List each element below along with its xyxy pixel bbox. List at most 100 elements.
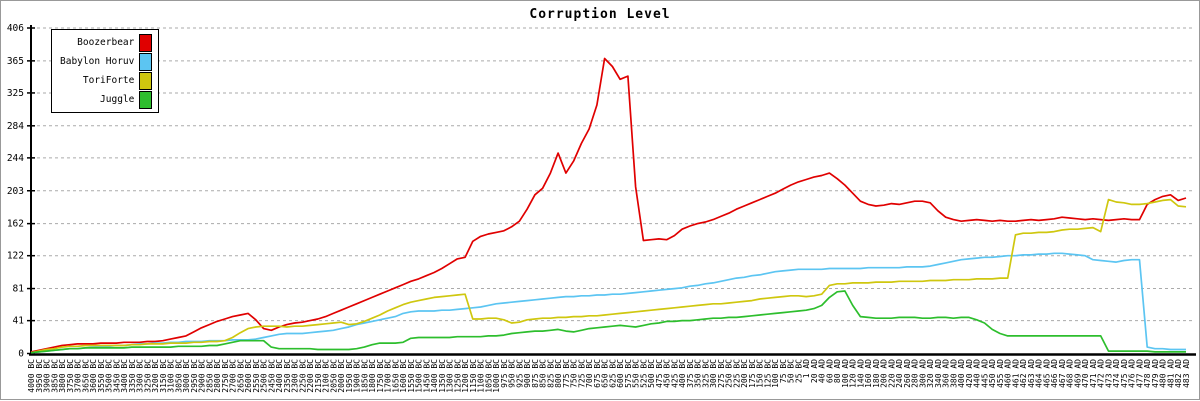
x-axis-label: 475 AD — [1120, 359, 1129, 388]
y-axis-label: 284 — [7, 121, 24, 132]
x-axis-label: 463 AD — [1027, 359, 1036, 388]
x-axis-label: 3600 BC — [89, 359, 98, 393]
x-axis-label: 75 BC — [779, 359, 788, 383]
x-axis-label: 2900 BC — [198, 359, 207, 393]
x-axis-label: 3000 BC — [182, 359, 191, 393]
y-axis-label: 0 — [18, 349, 24, 360]
x-axis-label: 575 BC — [624, 359, 633, 388]
legend-swatch — [139, 33, 153, 52]
x-axis-label: 4000 BC — [27, 359, 36, 393]
x-axis-label: 481 AD — [1166, 359, 1175, 388]
x-axis-label: 500 BC — [647, 359, 656, 388]
x-axis-label: 1800 BC — [368, 359, 377, 393]
x-axis-label: 440 AD — [973, 359, 982, 388]
legend-label: Babylon Horuv — [60, 56, 135, 67]
x-axis-label: 2450 BC — [267, 359, 276, 393]
x-axis-label: 478 AD — [1143, 359, 1152, 388]
x-axis-label: 1050 BC — [484, 359, 493, 393]
x-axis-label: 260 AD — [903, 359, 912, 388]
x-axis-label: 25 BC — [794, 359, 803, 383]
x-axis-label: 474 AD — [1112, 359, 1121, 388]
x-axis-label: 1000 BC — [492, 359, 501, 393]
x-axis-label: 250 BC — [725, 359, 734, 388]
x-axis-label: 450 BC — [663, 359, 672, 388]
x-axis-label: 750 BC — [570, 359, 579, 388]
x-axis-label: 300 AD — [918, 359, 927, 388]
x-axis-label: 150 BC — [756, 359, 765, 388]
x-axis-label: 60 AD — [825, 359, 834, 383]
x-axis-label: 2850 BC — [205, 359, 214, 393]
x-axis-label: 2750 BC — [221, 359, 230, 393]
x-axis-label: 3450 BC — [112, 359, 121, 393]
x-axis-label: 1850 BC — [360, 359, 369, 393]
x-axis-label: 1300 BC — [446, 359, 455, 393]
x-axis-label: 1150 BC — [469, 359, 478, 393]
x-axis-label: 3300 BC — [136, 359, 145, 393]
x-axis-label: 80 AD — [833, 359, 842, 383]
y-axis-label: 365 — [7, 56, 24, 67]
x-axis-label: 550 BC — [632, 359, 641, 388]
x-axis-label: 100 AD — [841, 359, 850, 388]
x-axis-label: 200 AD — [880, 359, 889, 388]
legend-label: Juggle — [100, 94, 135, 105]
chart-title: Corruption Level — [529, 7, 671, 22]
x-axis-label: 472 AD — [1097, 359, 1106, 388]
x-axis-label: 2650 BC — [236, 359, 245, 393]
y-axis-label: 81 — [13, 284, 25, 295]
legend-item-babylon-horuv: Babylon Horuv — [60, 52, 153, 71]
x-axis-label: 2800 BC — [213, 359, 222, 393]
legend-swatch — [139, 90, 153, 109]
x-axis-label: 525 BC — [639, 359, 648, 388]
x-axis-label: 475 BC — [655, 359, 664, 388]
x-axis-label: 462 AD — [1019, 359, 1028, 388]
x-axis-label: 1100 BC — [477, 359, 486, 393]
x-axis-label: 850 BC — [539, 359, 548, 388]
x-axis-label: 375 BC — [686, 359, 695, 388]
x-axis-label: 280 AD — [911, 359, 920, 388]
x-axis-label: 3650 BC — [81, 359, 90, 393]
x-axis-label: 1750 BC — [376, 359, 385, 393]
x-axis-label: 1400 BC — [430, 359, 439, 393]
x-axis-label: 975 BC — [500, 359, 509, 388]
x-axis-label: 482 AD — [1174, 359, 1183, 388]
x-axis-label: 675 BC — [593, 359, 602, 388]
x-axis-label: 1350 BC — [438, 359, 447, 393]
x-axis-label: 20 AD — [810, 359, 819, 383]
x-axis-label: 625 BC — [608, 359, 617, 388]
x-axis-label: 3800 BC — [58, 359, 67, 393]
x-axis-label: 2550 BC — [252, 359, 261, 393]
x-axis-label: 2100 BC — [322, 359, 331, 393]
x-axis-label: 1900 BC — [353, 359, 362, 393]
y-axis-label: 244 — [7, 153, 24, 164]
x-axis-label: 100 BC — [771, 359, 780, 388]
y-axis-label: 325 — [7, 88, 24, 99]
x-axis-label: 1 AD — [802, 359, 811, 378]
x-axis-label: 2300 BC — [291, 359, 300, 393]
x-axis-label: 3200 BC — [151, 359, 160, 393]
x-axis-label: 2400 BC — [275, 359, 284, 393]
x-axis-label: 3550 BC — [97, 359, 106, 393]
x-axis-label: 2700 BC — [229, 359, 238, 393]
y-axis-label: 162 — [7, 219, 24, 230]
x-axis-label: 825 BC — [546, 359, 555, 388]
x-axis-label: 480 AD — [1159, 359, 1168, 388]
x-axis-label: 471 AD — [1089, 359, 1098, 388]
x-axis-label: 3050 BC — [174, 359, 183, 393]
x-axis-label: 467 AD — [1058, 359, 1067, 388]
x-axis-label: 1450 BC — [422, 359, 431, 393]
x-axis-label: 465 AD — [1042, 359, 1051, 388]
x-axis-label: 775 BC — [562, 359, 571, 388]
y-axis-label: 203 — [7, 186, 24, 197]
x-axis-label: 300 BC — [709, 359, 718, 388]
x-axis-label: 340 AD — [934, 359, 943, 388]
x-axis-label: 3850 BC — [50, 359, 59, 393]
x-axis-label: 700 BC — [585, 359, 594, 388]
x-axis-label: 1650 BC — [391, 359, 400, 393]
x-axis-label: 320 AD — [926, 359, 935, 388]
x-axis-label: 3500 BC — [105, 359, 114, 393]
x-axis-label: 468 AD — [1066, 359, 1075, 388]
x-axis-label: 380 AD — [949, 359, 958, 388]
x-axis-label: 220 AD — [887, 359, 896, 388]
x-axis-label: 2350 BC — [283, 359, 292, 393]
